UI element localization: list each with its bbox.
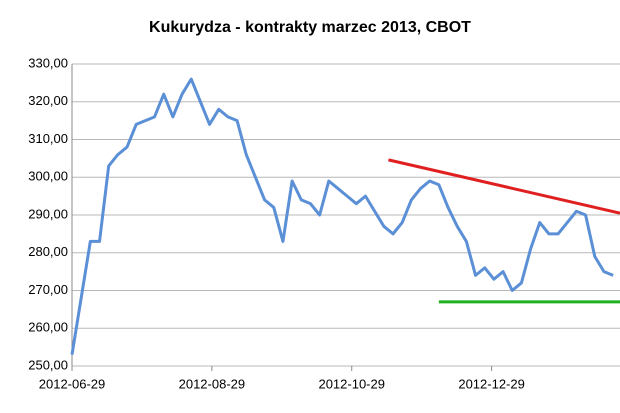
chart-title: Kukurydza - kontrakty marzec 2013, CBOT [149, 19, 471, 36]
x-tick-label: 2012-08-29 [179, 376, 246, 391]
y-tick-label: 250,00 [28, 357, 68, 372]
y-tick-label: 330,00 [28, 55, 68, 70]
x-tick-label: 2012-12-29 [458, 376, 525, 391]
y-tick-label: 300,00 [28, 169, 68, 184]
y-tick-label: 310,00 [28, 131, 68, 146]
y-tick-label: 290,00 [28, 206, 68, 221]
y-tick-label: 280,00 [28, 244, 68, 259]
y-tick-label: 270,00 [28, 282, 68, 297]
x-tick-label: 2012-06-29 [39, 376, 106, 391]
price-line [70, 77, 614, 355]
x-tick-label: 2012-10-29 [318, 376, 385, 391]
trend-line [388, 158, 620, 215]
y-tick-label: 320,00 [28, 93, 68, 108]
y-tick-label: 260,00 [28, 320, 68, 335]
